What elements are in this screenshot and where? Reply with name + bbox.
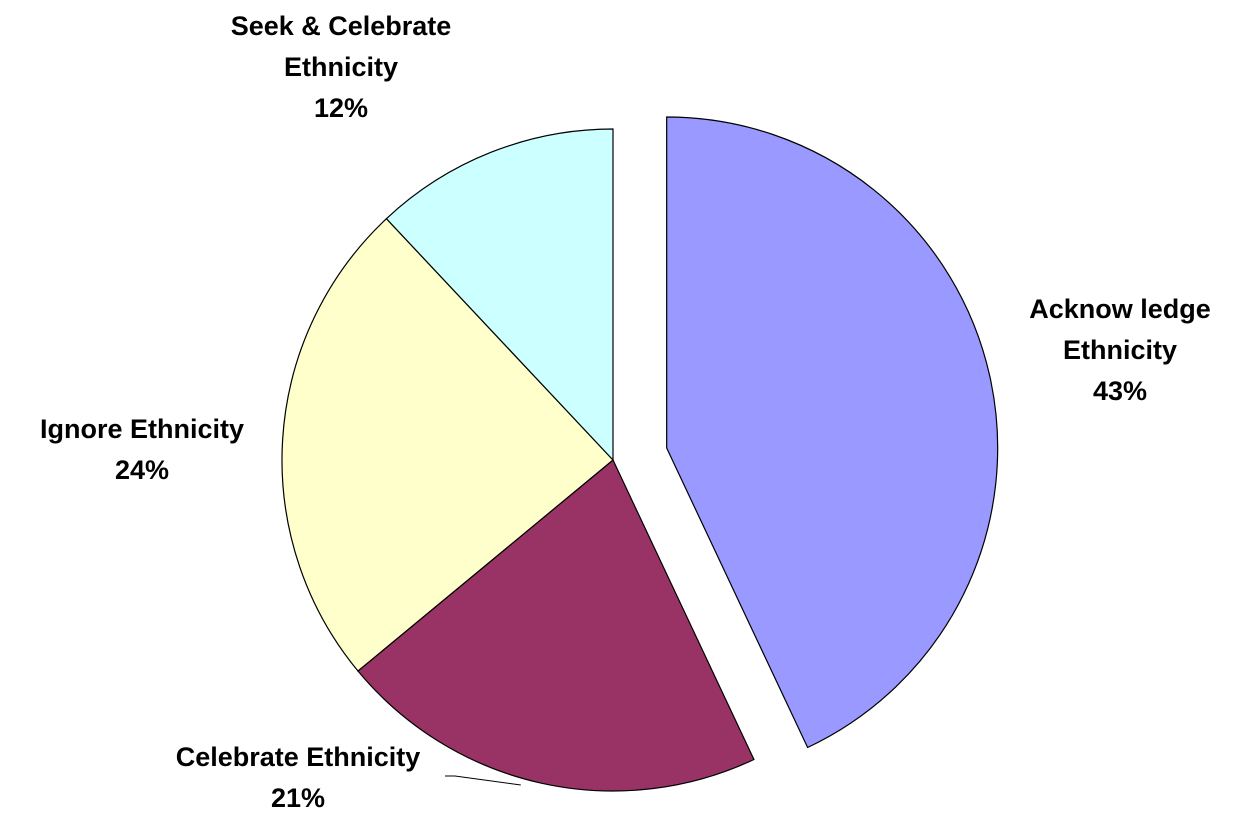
slice-label-2: Celebrate Ethnicity 21% xyxy=(176,742,421,813)
leader-line xyxy=(445,775,521,786)
pie-slices xyxy=(281,116,999,792)
pie-slice-2 xyxy=(357,459,755,792)
slice-label-line: Celebrate Ethnicity xyxy=(176,742,421,772)
slice-label-line: Seek & Celebrate xyxy=(231,11,452,41)
slice-percent: 21% xyxy=(271,783,325,813)
slice-percent: 43% xyxy=(1093,376,1147,406)
slice-label-4: Seek & Celebrate Ethnicity 12% xyxy=(231,11,452,123)
slice-percent: 24% xyxy=(115,455,169,485)
pie-slice-3 xyxy=(281,217,614,672)
slice-percent: 12% xyxy=(314,93,368,123)
pie-slice-1 xyxy=(666,116,999,749)
pie-slice-4 xyxy=(385,128,614,462)
slice-label-3: Ignore Ethnicity 24% xyxy=(40,414,244,485)
slice-label-1: Acknow ledge Ethnicity 43% xyxy=(1029,294,1211,406)
slice-label-line: Acknow ledge xyxy=(1029,294,1211,324)
slice-label-line: Ignore Ethnicity xyxy=(40,414,244,444)
slice-label-line: Ethnicity xyxy=(284,52,398,82)
slice-label-line: Ethnicity xyxy=(1063,335,1177,365)
pie-labels: Acknow ledge Ethnicity 43% Celebrate Ethnic… xyxy=(40,11,1211,813)
